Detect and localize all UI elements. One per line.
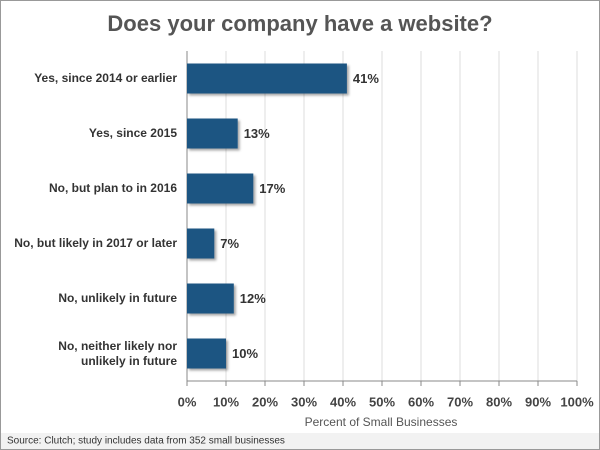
y-tick-label: Yes, since 2015 [88, 126, 177, 140]
chart-title: Does your company have a website? [107, 11, 492, 36]
bar [187, 228, 215, 259]
x-tick-label: 0% [178, 394, 197, 409]
y-tick-label: No, but plan to in 2016 [48, 181, 177, 195]
y-tick-label: No, neither likely nor unlikely in futur… [58, 338, 177, 368]
y-tick-label: Yes, since 2014 or earlier [34, 71, 177, 85]
x-tick-label: 10% [213, 394, 239, 409]
value-label: 10% [232, 346, 258, 361]
value-label: 7% [220, 236, 239, 251]
x-tick-label: 100% [560, 394, 594, 409]
bar [187, 173, 254, 204]
value-label: 12% [240, 291, 266, 306]
x-tick-label: 30% [291, 394, 317, 409]
bar [187, 118, 238, 149]
x-tick-label: 60% [408, 394, 434, 409]
x-tick-label: 70% [447, 394, 473, 409]
y-tick-label: No, unlikely in future [58, 291, 177, 305]
value-label: 13% [244, 126, 270, 141]
value-label: 41% [353, 71, 379, 86]
x-tick-label: 20% [252, 394, 278, 409]
x-tick-label: 50% [369, 394, 395, 409]
x-tick-label: 40% [330, 394, 356, 409]
value-label: 17% [259, 181, 285, 196]
source: Source: Clutch; study includes data from… [7, 436, 285, 447]
source-strip [1, 433, 599, 449]
y-tick-label: No, but likely in 2017 or later [14, 236, 177, 250]
bar [187, 283, 234, 314]
x-axis-label: Percent of Small Businesses [305, 415, 458, 429]
bar [187, 338, 226, 369]
x-tick-label: 80% [486, 394, 512, 409]
bar [187, 63, 347, 94]
x-tick-label: 90% [525, 394, 551, 409]
